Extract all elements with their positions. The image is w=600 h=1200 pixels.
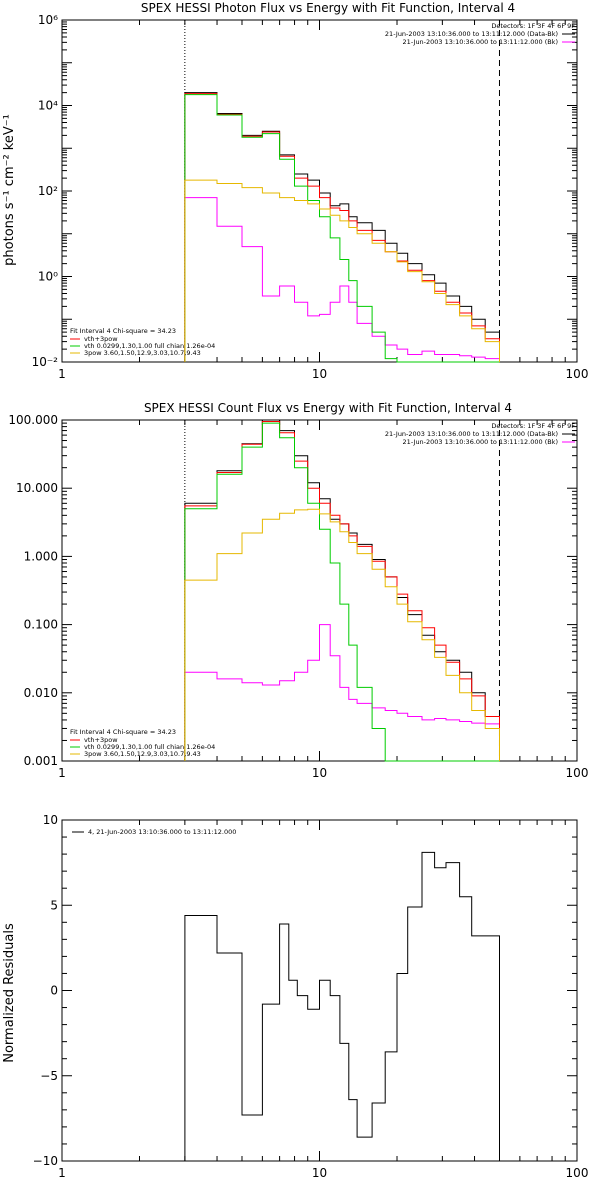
series-line-0 — [184, 419, 500, 761]
legend-powerlaw: 3pow 3.60,1.50,12.9,3.03,10.7,9.43 — [84, 750, 201, 758]
y-tick-label: 1.000 — [24, 549, 58, 563]
y-tick-label: 10 — [43, 813, 58, 827]
series-group — [184, 851, 500, 1161]
y-tick-label: 10⁻² — [32, 355, 59, 369]
legend-top-right: Detectors: 1F 3F 4F 6F 9F 21-Jun-2003 13… — [385, 422, 575, 446]
x-tick-label: 10 — [312, 367, 327, 381]
axis-ticks: 1 10 100 10⁻² 10⁰ 10² 10⁴ 10⁶ — [32, 13, 589, 381]
y-tick-label: 10² — [38, 184, 58, 198]
y-tick-label: 0.001 — [24, 754, 58, 768]
series-line-3 — [184, 422, 500, 762]
y-axis-label: Normalized Residuals — [2, 923, 17, 1063]
x-tick-label: 1 — [58, 766, 66, 780]
x-tick-label: 1 — [58, 367, 66, 381]
legend-top-left: 4, 21-Jun-2003 13:10:36.000 to 13:11:12.… — [72, 828, 236, 836]
legend-fit-interval: Fit Interval 4 Chi-square = 34.23 — [70, 327, 176, 335]
x-tick-label: 100 — [566, 1166, 589, 1180]
y-tick-label: −5 — [40, 1069, 58, 1083]
y-tick-label: −10 — [33, 1154, 58, 1168]
y-tick-label: 100.000 — [8, 413, 58, 427]
series-group — [184, 20, 500, 363]
axis-ticks: 1 10 100 0.001 0.010 0.100 1.000 10.000 100.000 — [8, 413, 588, 780]
y-tick-label: 5 — [50, 898, 58, 912]
x-tick-label: 1 — [58, 1166, 66, 1180]
chart-title: SPEX HESSI Count Flux vs Energy with Fit… — [144, 401, 512, 415]
legend-detectors: Detectors: 1F 3F 4F 6F 9F — [491, 22, 575, 30]
legend-thermal: vth 0.0299,1.30,1.00 full chian 1.26e-04 — [84, 743, 215, 751]
series-line-0 — [184, 851, 500, 1161]
series-line-4 — [184, 508, 500, 761]
legend-powerlaw: 3pow 3.60,1.50,12.9,3.03,10.7,9.43 — [84, 349, 201, 357]
axis-ticks: 1 10 100 −10 −5 0 5 10 — [33, 813, 589, 1180]
legend-detectors: Detectors: 1F 3F 4F 6F 9F — [491, 422, 575, 430]
x-tick-label: 100 — [566, 367, 589, 381]
x-tick-label: 10 — [312, 766, 327, 780]
series-line-3 — [184, 94, 500, 363]
y-tick-label: 10.000 — [16, 481, 58, 495]
photon-flux-panel: SPEX HESSI Photon Flux vs Energy with Fi… — [2, 1, 588, 381]
legend-fit-interval: Fit Interval 4 Chi-square = 34.23 — [70, 728, 176, 736]
y-axis-label: photons s⁻¹ cm⁻² keV⁻¹ — [2, 114, 17, 266]
legend-thermal: vth 0.0299,1.30,1.00 full chian 1.26e-04 — [84, 342, 215, 350]
residuals-panel: Normalized Residuals 1 10 100 −10 −5 0 5 10 4, … — [2, 813, 588, 1180]
y-tick-label: 0.100 — [24, 618, 58, 632]
series-line-2 — [184, 421, 500, 761]
series-line-4 — [184, 179, 500, 362]
legend-data-bk: 21-Jun-2003 13:10:36.000 to 13:11:12.000… — [385, 430, 558, 438]
chart-title: SPEX HESSI Photon Flux vs Energy with Fi… — [141, 1, 515, 15]
y-tick-label: 0.010 — [24, 686, 58, 700]
series-line-1 — [184, 197, 500, 362]
legend-total-model: vth+3pow — [84, 736, 118, 744]
y-tick-label: 0 — [50, 984, 58, 998]
y-tick-label: 10⁶ — [38, 13, 58, 27]
series-group — [184, 419, 500, 762]
x-tick-label: 100 — [566, 766, 589, 780]
legend-bottom-left: Fit Interval 4 Chi-square = 34.23 vth+3p… — [70, 728, 215, 758]
series-line-2 — [184, 93, 500, 362]
legend-interval: 4, 21-Jun-2003 13:10:36.000 to 13:11:12.… — [88, 828, 236, 836]
count-flux-panel: SPEX HESSI Count Flux vs Energy with Fit… — [8, 401, 588, 780]
series-line-0 — [184, 92, 500, 362]
legend-data-bk: 21-Jun-2003 13:10:36.000 to 13:11:12.000… — [385, 30, 558, 38]
y-tick-label: 10⁰ — [38, 270, 58, 284]
legend-top-right: Detectors: 1F 3F 4F 6F 9F 21-Jun-2003 13… — [385, 22, 575, 46]
legend-bk: 21-Jun-2003 13:10:36.000 to 13:11:12.000… — [403, 38, 558, 46]
legend-bk: 21-Jun-2003 13:10:36.000 to 13:11:12.000… — [403, 438, 558, 446]
x-tick-label: 10 — [312, 1166, 327, 1180]
legend-bottom-left: Fit Interval 4 Chi-square = 34.23 vth+3p… — [70, 327, 215, 357]
legend-total-model: vth+3pow — [84, 335, 118, 343]
y-tick-label: 10⁴ — [38, 99, 58, 113]
series-line-1 — [184, 624, 500, 761]
